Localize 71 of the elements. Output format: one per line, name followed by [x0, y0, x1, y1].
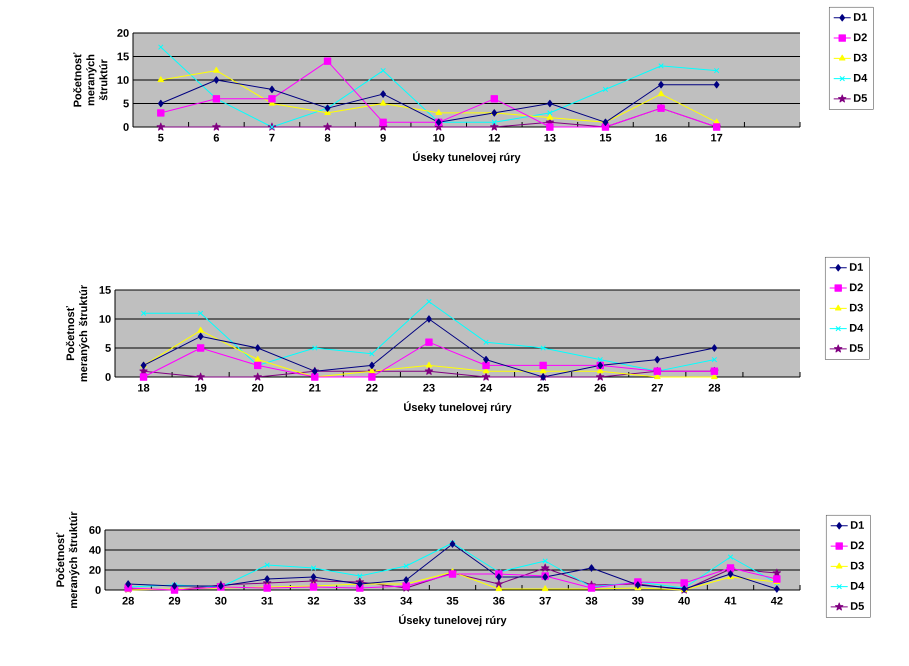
x-tick-label: 38 [586, 596, 598, 605]
legend-label: D2 [850, 541, 864, 550]
x-tick-label: 17 [711, 134, 722, 142]
y-tick-label: 10 [118, 76, 129, 84]
y-tick-label: 40 [89, 546, 101, 554]
x-tick-label: 20 [252, 384, 264, 392]
x-tick-label: 19 [195, 384, 206, 392]
y-tick-label: 15 [118, 52, 129, 60]
legend-label: D4 [850, 582, 864, 590]
x-tick-label: 8 [324, 134, 330, 142]
x-tick-label: 37 [539, 596, 551, 605]
legend-label: D2 [850, 283, 863, 292]
y-tick-label: 5 [123, 100, 129, 108]
x-axis-title: Úseky tunelovej rúry [413, 151, 521, 164]
x-tick-label: 21 [309, 384, 321, 392]
x-tick-label: 13 [544, 134, 556, 142]
legend-label: D3 [850, 304, 863, 312]
y-tick-label: 20 [117, 29, 129, 37]
y-tick-label: 0 [105, 373, 111, 381]
x-tick-label: 9 [380, 134, 386, 142]
x-tick-label: 23 [423, 384, 435, 392]
legend-label: D2 [854, 33, 867, 42]
y-tick-label: 0 [95, 586, 101, 594]
x-tick-label: 30 [214, 596, 227, 605]
x-tick-label: 41 [724, 596, 736, 604]
x-axis-title: Úseky tunelovej rúry [399, 614, 507, 626]
legend-label: D5 [850, 602, 864, 610]
x-tick-label: 31 [261, 596, 273, 605]
x-tick-label: 22 [366, 384, 378, 392]
x-tick-label: 7 [269, 134, 275, 142]
x-tick-label: 28 [122, 596, 134, 605]
x-tick-label: 33 [354, 596, 366, 605]
x-tick-label: 16 [656, 134, 667, 142]
x-tick-label: 15 [600, 134, 612, 142]
legend-label: D1 [850, 521, 864, 529]
legend-label: D5 [850, 344, 863, 352]
y-tick-label: 0 [123, 123, 129, 131]
y-axis-title: Početnosť meraných štruktúr [56, 512, 80, 608]
x-tick-label: 40 [678, 596, 690, 605]
x-tick-label: 39 [632, 596, 644, 605]
legend-label: D1 [850, 263, 863, 271]
x-tick-label: 29 [168, 596, 180, 605]
legend-label: D4 [850, 324, 864, 332]
x-tick-label: 6 [214, 134, 220, 142]
y-tick-label: 5 [105, 344, 111, 352]
x-tick-label: 26 [594, 384, 606, 392]
x-tick-label: 24 [480, 384, 492, 392]
x-tick-label: 34 [400, 596, 412, 605]
y-tick-label: 20 [89, 566, 101, 574]
x-tick-label: 12 [488, 134, 500, 142]
x-tick-label: 10 [433, 134, 444, 142]
x-tick-label: 27 [652, 384, 663, 392]
legend-label: D4 [854, 74, 868, 82]
x-tick-label: 28 [708, 384, 720, 392]
x-axis-title: Úseky tunelovej rúry [404, 401, 512, 414]
x-tick-label: 18 [138, 384, 150, 392]
legend-label: D3 [850, 562, 864, 570]
legend-label: D1 [854, 13, 867, 21]
x-tick-label: 42 [770, 596, 783, 605]
y-tick-label: 15 [100, 286, 111, 294]
x-tick-label: 5 [158, 134, 164, 142]
y-axis-title: Početnosť meraných štruktúr [66, 285, 90, 382]
y-axis-title: Početnosť meraných štruktúr [73, 52, 108, 107]
legend-label: D5 [854, 94, 867, 102]
x-tick-label: 32 [308, 596, 320, 605]
legend-label: D3 [854, 54, 867, 62]
x-tick-label: 35 [446, 596, 458, 605]
x-tick-label: 25 [537, 384, 549, 392]
x-tick-label: 36 [492, 596, 505, 605]
y-tick-label: 10 [100, 315, 111, 323]
y-tick-label: 60 [89, 526, 101, 534]
